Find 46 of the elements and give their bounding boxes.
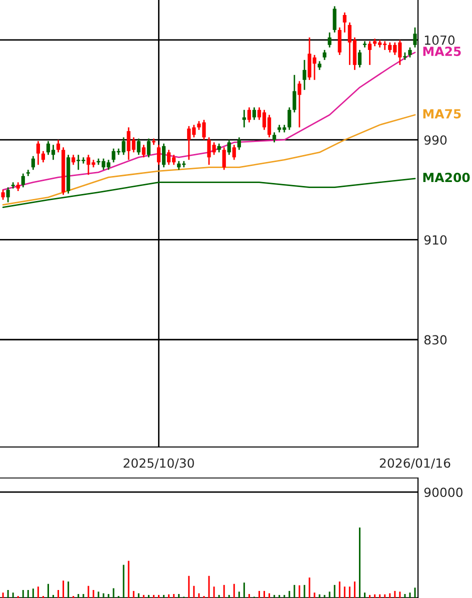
candlestick xyxy=(338,26,342,56)
candlestick xyxy=(72,154,76,166)
series-label: MA75 xyxy=(423,109,461,118)
candlestick xyxy=(332,6,336,34)
candlestick xyxy=(156,144,161,166)
candlestick xyxy=(41,150,46,164)
candlestick xyxy=(227,139,231,156)
series-label: MA25 xyxy=(423,46,461,56)
candlestick xyxy=(232,144,236,161)
candlestick xyxy=(302,59,306,91)
candlestick xyxy=(292,74,296,114)
candlestick xyxy=(272,132,276,144)
y-tick-label: 90000 xyxy=(424,488,462,498)
candlestick xyxy=(242,109,246,128)
line-series xyxy=(2,114,416,206)
candlestick xyxy=(31,155,35,171)
candlestick xyxy=(56,139,60,154)
candlestick xyxy=(342,12,346,34)
candlestick xyxy=(368,40,372,66)
candlestick xyxy=(142,144,146,158)
candlestick xyxy=(146,138,151,158)
line-series xyxy=(2,178,416,208)
candlestick xyxy=(162,142,166,168)
candlestick xyxy=(328,32,332,48)
candlestick xyxy=(358,49,362,68)
x-tick-label: 2026/01/16 xyxy=(380,458,450,469)
y-tick-label: 910 xyxy=(424,235,447,245)
candlestick xyxy=(252,106,256,121)
candlestick xyxy=(408,46,412,58)
candlestick xyxy=(222,146,226,171)
series-label: MA200 xyxy=(423,172,470,182)
candlestick xyxy=(288,106,292,131)
candlestick xyxy=(6,186,10,203)
candlestick xyxy=(136,138,140,156)
candlestick xyxy=(247,106,251,124)
y-tick-label: 990 xyxy=(424,135,447,145)
x-tick-label: 2025/10/30 xyxy=(124,458,194,469)
candlestick xyxy=(413,26,417,48)
y-tick-label: 1070 xyxy=(424,35,455,45)
candlestick xyxy=(298,80,302,128)
candlestick xyxy=(1,189,5,200)
candlestick xyxy=(21,172,25,188)
y-tick-label: 830 xyxy=(424,335,447,345)
candlestick xyxy=(322,49,326,61)
candlestick xyxy=(237,136,241,151)
candlestick xyxy=(36,140,40,166)
